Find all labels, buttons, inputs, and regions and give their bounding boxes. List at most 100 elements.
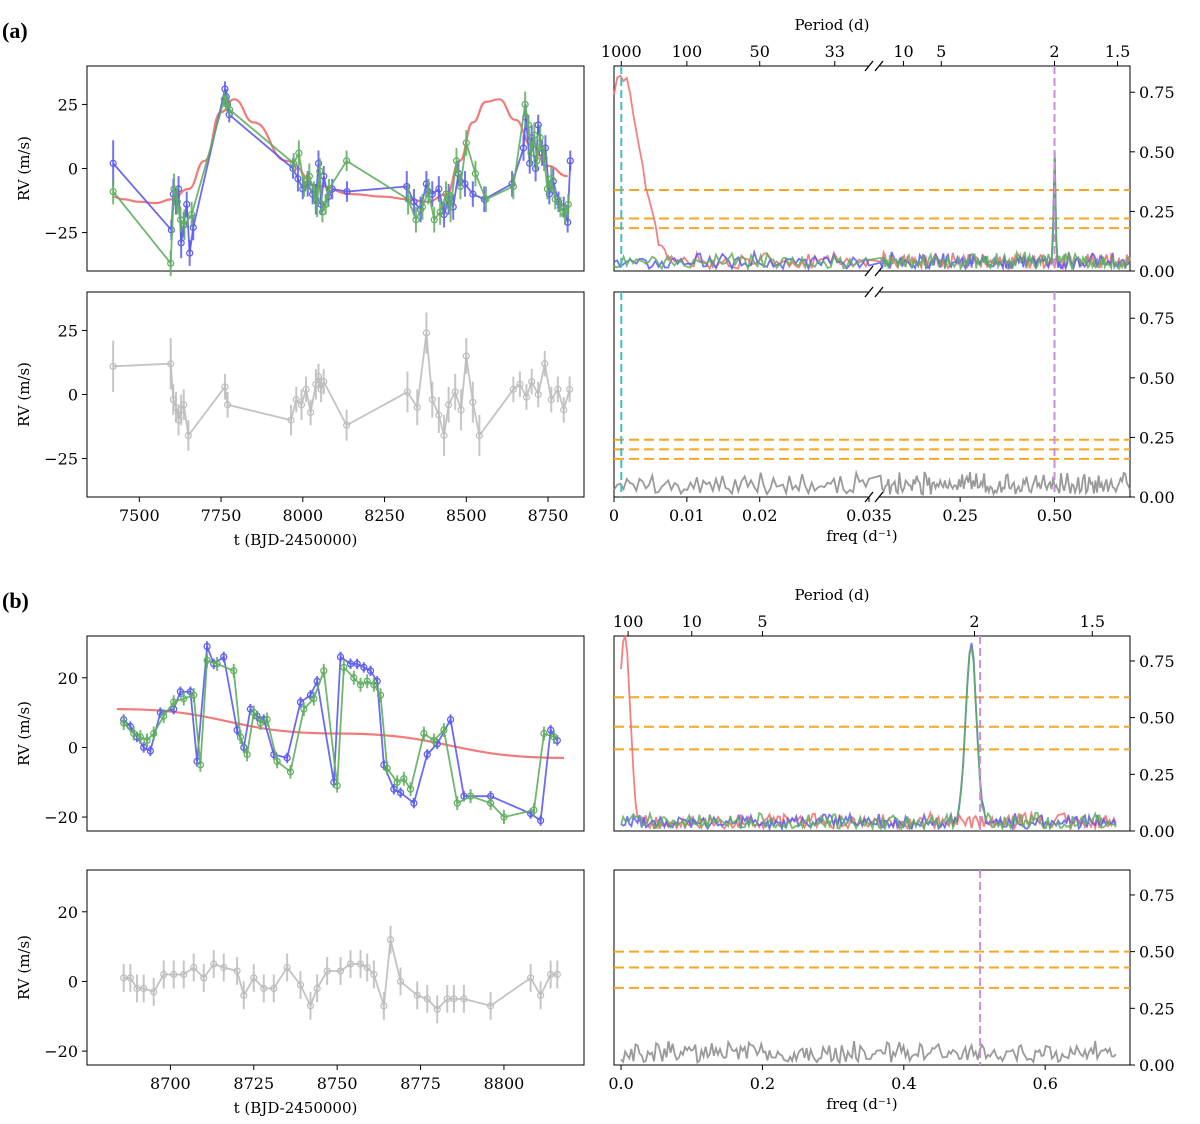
x-tick-label: 0.035 [846,506,892,525]
data-point [316,167,324,175]
x-tick-label: 0.4 [891,1074,916,1093]
data-point [313,984,321,992]
y-tick-label: 0.00 [1139,488,1175,507]
data-point [433,1005,441,1013]
y-tick-label: 25 [58,95,78,114]
plot-frame-left [613,65,869,272]
data-point [120,974,128,982]
data-point [469,398,477,406]
data-point [550,733,558,741]
data-point [300,182,308,191]
period-tick-label: 5 [757,612,767,631]
periodogram-line [613,469,1131,497]
x-tick-label: 8700 [150,1074,191,1093]
y-tick-label: 0.25 [1139,428,1175,447]
data-point [386,936,395,944]
data-point [346,660,355,668]
data-point [286,768,295,776]
data-point [564,200,572,208]
data-point [547,396,555,404]
period-tick-label: 100 [613,612,644,631]
y-tick-label: 0 [68,738,78,757]
data-point [160,712,168,720]
y-tick-label: −20 [44,1042,78,1061]
data-point [320,667,328,675]
data-point [456,182,465,191]
data-point [223,401,232,409]
data-point [487,799,495,807]
data-point [220,963,228,972]
data-point [302,385,310,393]
data-point [213,660,221,668]
data-point [527,974,535,982]
data-point [167,360,175,368]
data-point [537,991,545,999]
x-tick-label: 0.2 [750,1074,775,1093]
data-point [471,170,480,178]
x-tick-label: 0.25 [942,506,978,525]
data-point [225,105,234,114]
y-axis-label: RV (m/s) [15,362,33,427]
data-point [336,967,345,975]
data-point [383,764,391,772]
data-point [440,431,448,440]
data-point [307,408,315,417]
data-point [487,1002,495,1010]
data-point [200,974,208,982]
data-point [323,967,331,975]
data-point [457,406,465,414]
data-point [180,401,188,409]
data-point [146,747,154,755]
data-point [380,1002,388,1010]
data-point [366,667,375,675]
series-0 [120,925,561,1024]
data-point [283,963,291,972]
data-point [527,149,535,157]
periodogram-line [620,642,1117,833]
data-point [190,963,198,972]
period-tick-label: 10 [682,612,702,631]
data-point [526,159,534,167]
data-point [294,175,302,183]
data-point [270,984,278,992]
x-tick-label: 8500 [446,506,487,525]
data-point [243,750,251,758]
period-tick-label: 10 [893,42,913,61]
data-point [210,960,218,968]
data-point [343,187,351,196]
x-tick-label: 8725 [233,1074,274,1093]
y-tick-label: −20 [44,808,78,827]
axis-break-mark [864,60,874,72]
data-point [396,789,405,797]
data-point [413,403,421,411]
data-point [263,715,271,724]
data-point [167,259,175,267]
x-tick-label: 8250 [364,506,405,525]
data-point [370,681,378,689]
y-tick-label: 25 [58,321,78,340]
data-point [521,100,529,109]
x-tick-label: 0.0 [608,1074,633,1093]
data-point [170,970,178,979]
data-point [188,211,196,219]
data-point [393,778,401,786]
data-point [160,970,168,979]
data-point [440,726,448,734]
x-tick-label: 0.50 [1037,506,1073,525]
x-tick-label: 0 [609,506,619,525]
y-tick-label: −25 [44,224,78,243]
data-point [109,187,117,196]
data-point [528,378,536,386]
y-tick-label: 0.00 [1139,1056,1175,1075]
data-point [469,190,477,198]
gls-panel-a-gls-top: 0.000.250.500.75Power1000100503310521.5P… [601,16,1175,281]
data-point [196,761,205,769]
data-point [446,715,455,724]
data-point [460,995,468,1003]
data-point [136,733,144,741]
data-point [541,360,549,368]
period-tick-label: 1.5 [1105,42,1130,61]
data-point [240,991,248,999]
data-point [183,200,191,208]
